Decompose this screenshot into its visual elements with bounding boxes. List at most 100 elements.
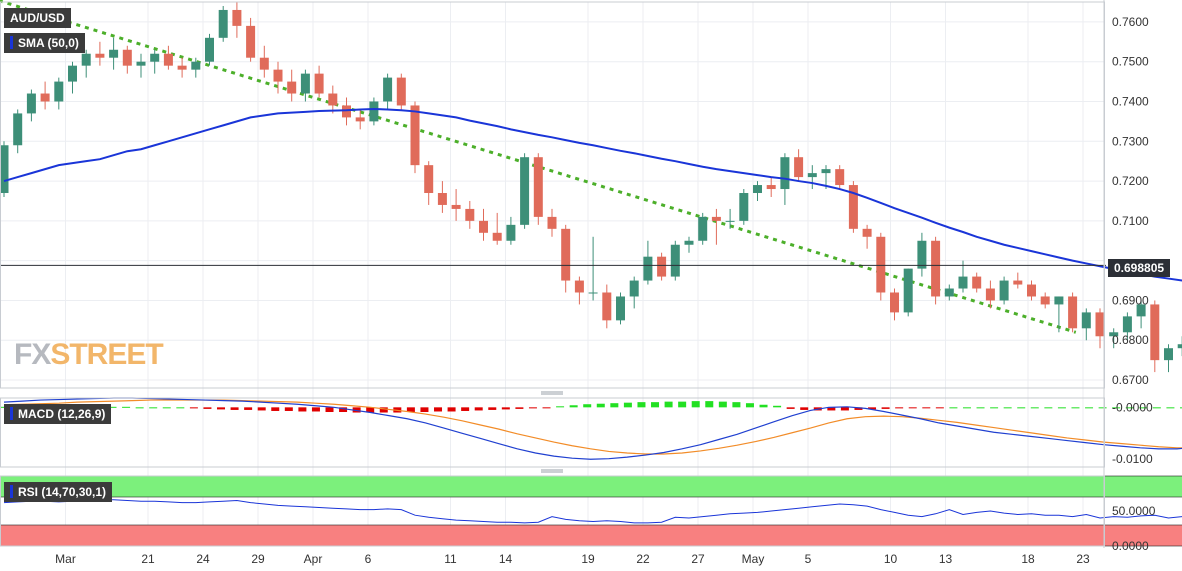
macd-hist-bar-44 [596,403,605,408]
x-tick-11: May [742,552,765,566]
price-tick-8: 0.7500 [1112,55,1149,69]
macd-indicator-text: MACD (12,26,9) [18,407,106,421]
candle-body-67 [917,240,927,269]
candle-body-13 [177,65,187,70]
candle-body-30 [410,105,420,166]
rsi-tick-0: 50.0000 [1112,504,1156,518]
macd-hist-bar-48 [651,402,660,408]
current-price-tag: 0.698805 [1108,259,1171,277]
candle-body-14 [191,61,201,70]
macd-hist-bar-67 [908,407,917,409]
x-tick-14: 13 [939,552,953,566]
macd-hist-bar-64 [868,407,877,410]
candle-body-61 [835,169,845,186]
macd-hist-bar-25 [339,407,348,413]
candle-body-20 [273,69,283,82]
price-tick-2: 0.6900 [1112,293,1149,307]
candle-body-26 [355,117,365,122]
candle-body-33 [451,204,461,209]
candle-body-63 [862,228,872,237]
candle-body-25 [342,105,351,118]
candle-body-50 [684,240,694,245]
macd-hist-bar-54 [732,402,741,408]
macd-hist-bar-57 [773,405,782,408]
candle-body-49 [670,244,680,277]
candle-body-41 [561,228,571,281]
price-tick-4: 0.7100 [1112,214,1149,228]
macd-hist-bar-78 [1057,407,1066,409]
candle-body-53 [725,220,735,222]
macd-hist-bar-21 [284,407,293,411]
macd-hist-bar-47 [637,402,646,408]
macd-hist-bar-75 [1017,407,1026,409]
macd-hist-bar-42 [569,405,578,408]
macd-hist-bar-76 [1030,407,1039,409]
candle-body-77 [1054,296,1064,305]
x-tick-15: 18 [1021,552,1035,566]
macd-hist-bar-39 [528,407,537,409]
rsi-oversold-zone [0,524,1182,547]
candle-body-9 [122,49,132,66]
macd-hist-bar-18 [244,407,253,410]
macd-hist-bar-12 [162,407,171,409]
macd-hist-bar-80 [1085,407,1094,409]
macd-hist-bar-50 [678,401,687,408]
candle-body-16 [218,9,228,38]
macd-hist-bar-27 [366,407,375,413]
macd-hist-bar-38 [515,407,524,409]
candle-body-36 [492,232,502,241]
macd-hist-bar-72 [976,407,985,409]
macd-hist-bar-35 [474,407,483,411]
candle-body-28 [383,77,393,102]
macd-hist-bar-73 [990,407,999,409]
candle-body-62 [848,185,858,229]
x-tick-1: 21 [141,552,155,566]
candle-body-27 [369,101,379,122]
candle-body-59 [807,173,817,178]
x-tick-0: Mar [55,552,76,566]
candle-body-24 [328,93,338,106]
candle-body-64 [876,236,886,293]
candle-body-8 [109,49,119,58]
macd-hist-bar-36 [488,407,497,410]
macd-hist-bar-74 [1003,407,1012,409]
macd-hist-bar-34 [461,407,470,411]
candle-body-5 [68,65,77,82]
candle-body-29 [396,77,406,106]
candle-body-68 [931,240,941,297]
candle-body-1 [13,113,23,146]
candle-body-74 [1013,280,1023,285]
candle-body-15 [205,37,214,62]
macd-hist-bar-56 [759,404,768,408]
macd-tick-1: -0.0100 [1112,452,1153,466]
macd-hist-bar-40 [542,407,551,409]
x-tick-7: 14 [499,552,513,566]
price-tick-7: 0.7400 [1112,94,1149,108]
candle-body-42 [574,280,584,293]
candle-body-70 [958,276,968,289]
candle-body-4 [54,81,64,102]
macd-hist-bar-71 [962,407,971,409]
macd-hist-bar-31 [420,407,429,413]
candle-body-6 [81,53,91,66]
candle-body-79 [1081,312,1091,329]
macd-hist-bar-83 [1125,407,1134,409]
macd-hist-bar-63 [854,407,863,410]
macd-hist-bar-11 [149,407,158,409]
macd-hist-bar-85 [1152,407,1161,409]
panel-frame-1 [0,397,1105,468]
x-tick-16: 23 [1076,552,1090,566]
macd-hist-bar-79 [1071,407,1080,409]
candle-body-40 [547,216,557,229]
macd-hist-bar-17 [230,407,239,410]
logo-street: STREET [50,338,163,371]
macd-hist-bar-65 [881,407,890,409]
macd-hist-bar-62 [840,407,849,411]
x-tick-8: 19 [581,552,595,566]
candle-body-23 [314,73,324,94]
rsi-layer [3,499,1182,524]
candle-body-43 [588,292,598,294]
price-tick-9: 0.7600 [1112,15,1149,29]
macd-hist-bar-8 [108,406,117,408]
